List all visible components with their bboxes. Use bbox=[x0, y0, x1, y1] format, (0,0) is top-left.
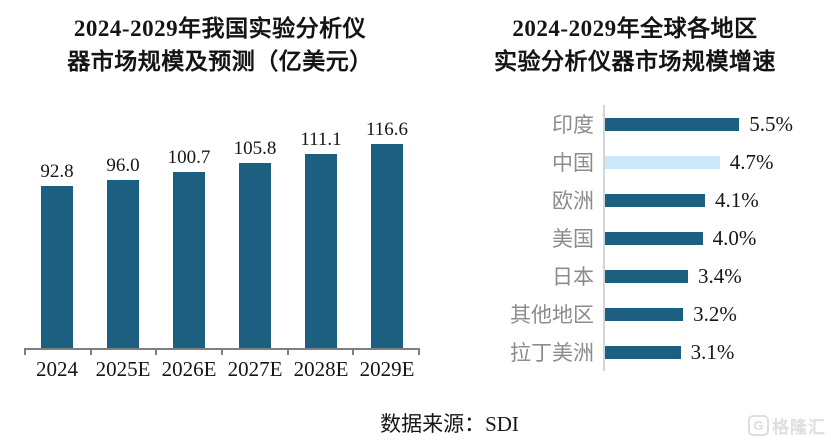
region-row: 其他地区 3.2% bbox=[488, 295, 824, 333]
bar-value-label: 96.0 bbox=[106, 155, 140, 176]
bar bbox=[107, 180, 139, 348]
right-chart-title: 2024-2029年全球各地区 实验分析仪器市场规模增速 bbox=[450, 12, 820, 78]
bar-value-label: 100.7 bbox=[167, 146, 211, 168]
bar-group: 96.0 bbox=[90, 155, 156, 348]
bar-track: 3.4% bbox=[603, 257, 824, 295]
bar-track: 3.1% bbox=[603, 333, 824, 371]
bar-group: 92.8 bbox=[24, 161, 90, 348]
bar bbox=[605, 269, 688, 283]
left-chart-title-line2: 器市场规模及预测（亿美元） bbox=[67, 49, 373, 74]
region-label: 印度 bbox=[552, 113, 594, 137]
right-chart-title-line2: 实验分析仪器市场规模增速 bbox=[494, 49, 776, 74]
axis-tick bbox=[352, 350, 355, 355]
bar-value-label: 5.5% bbox=[749, 111, 793, 136]
region-row: 印度 5.5% bbox=[488, 105, 824, 143]
bar-value-label: 92.8 bbox=[40, 160, 74, 182]
bar-track: 3.2% bbox=[603, 295, 824, 333]
bar-track: 4.7% bbox=[603, 143, 824, 181]
region-label: 欧洲 bbox=[552, 189, 594, 213]
axis-tick bbox=[286, 350, 289, 355]
x-axis-tick-label: 2025E bbox=[95, 357, 151, 381]
region-row: 欧洲 4.1% bbox=[488, 181, 824, 219]
bar-value-label: 116.6 bbox=[365, 119, 409, 140]
region-label: 中国 bbox=[552, 151, 594, 175]
bar bbox=[239, 162, 271, 348]
left-chart-title-line1: 2024-2029年我国实验分析仪 bbox=[73, 16, 367, 41]
bar-value-label: 105.8 bbox=[233, 137, 277, 159]
bar-value-label: 3.2% bbox=[693, 301, 737, 326]
right-chart-plot-area: 印度 5.5% 中国 4.7% 欧洲 4.1% 美国 4.0% 日本 3.4% 其他地区 3.2% 拉丁… bbox=[488, 105, 824, 371]
bar-track: 4.0% bbox=[603, 219, 824, 257]
region-label: 日本 bbox=[552, 265, 594, 289]
left-chart-x-axis-labels: 2024 2025E 2026E 2027E 2028E 2029E bbox=[24, 357, 420, 382]
bar-highlighted bbox=[605, 155, 720, 169]
bar bbox=[305, 153, 337, 348]
bar bbox=[173, 171, 205, 348]
bar-value-label: 3.1% bbox=[690, 339, 735, 364]
region-row: 拉丁美洲 3.1% bbox=[488, 333, 824, 371]
right-chart-title-line1: 2024-2029年全球各地区 bbox=[512, 16, 758, 41]
bar bbox=[371, 144, 403, 348]
bar bbox=[605, 193, 705, 207]
gelonghui-logo-text: 格隆汇 bbox=[772, 418, 826, 437]
bar bbox=[605, 231, 703, 245]
axis-tick bbox=[24, 350, 26, 355]
left-chart-x-axis bbox=[24, 348, 420, 355]
bar bbox=[41, 185, 73, 348]
bar bbox=[605, 345, 681, 359]
x-axis-tick-label: 2026E bbox=[161, 357, 217, 381]
axis-tick bbox=[418, 350, 420, 355]
left-chart-plot-area: 92.8 96.0 100.7 105.8 111.1 116.6 bbox=[24, 119, 420, 348]
axis-tick bbox=[221, 350, 223, 355]
left-chart-title: 2024-2029年我国实验分析仪 器市场规模及预测（亿美元） bbox=[10, 12, 430, 78]
bar bbox=[605, 117, 740, 131]
bar-group: 105.8 bbox=[222, 138, 288, 348]
region-label: 拉丁美洲 bbox=[510, 341, 594, 365]
region-row: 日本 3.4% bbox=[488, 257, 824, 295]
gelonghui-logo: G 格隆汇 bbox=[748, 413, 826, 438]
bar bbox=[605, 307, 684, 321]
bar-group: 116.6 bbox=[354, 119, 420, 348]
x-axis-tick-label: 2028E bbox=[293, 357, 349, 381]
bar-group: 111.1 bbox=[288, 129, 354, 348]
bar-value-label: 4.0% bbox=[712, 225, 757, 250]
data-source-label: 数据来源：SDI bbox=[380, 412, 519, 436]
bar-track: 4.1% bbox=[603, 181, 824, 219]
x-axis-tick-label: 2024 bbox=[36, 357, 78, 381]
region-label: 其他地区 bbox=[510, 303, 594, 327]
bar-value-label: 4.1% bbox=[715, 187, 759, 212]
axis-tick bbox=[155, 350, 158, 355]
x-axis-tick-label: 2027E bbox=[227, 357, 283, 381]
region-row: 美国 4.0% bbox=[488, 219, 824, 257]
region-row: 中国 4.7% bbox=[488, 143, 824, 181]
gelonghui-g-icon: G bbox=[748, 415, 769, 436]
bar-value-label: 3.4% bbox=[698, 263, 742, 288]
axis-tick bbox=[89, 350, 92, 355]
bar-track: 5.5% bbox=[603, 105, 824, 143]
x-axis-tick-label: 2029E bbox=[359, 357, 415, 381]
bar-value-label: 111.1 bbox=[300, 128, 342, 150]
region-label: 美国 bbox=[552, 227, 594, 251]
bar-group: 100.7 bbox=[156, 147, 222, 348]
bar-value-label: 4.7% bbox=[729, 149, 774, 174]
